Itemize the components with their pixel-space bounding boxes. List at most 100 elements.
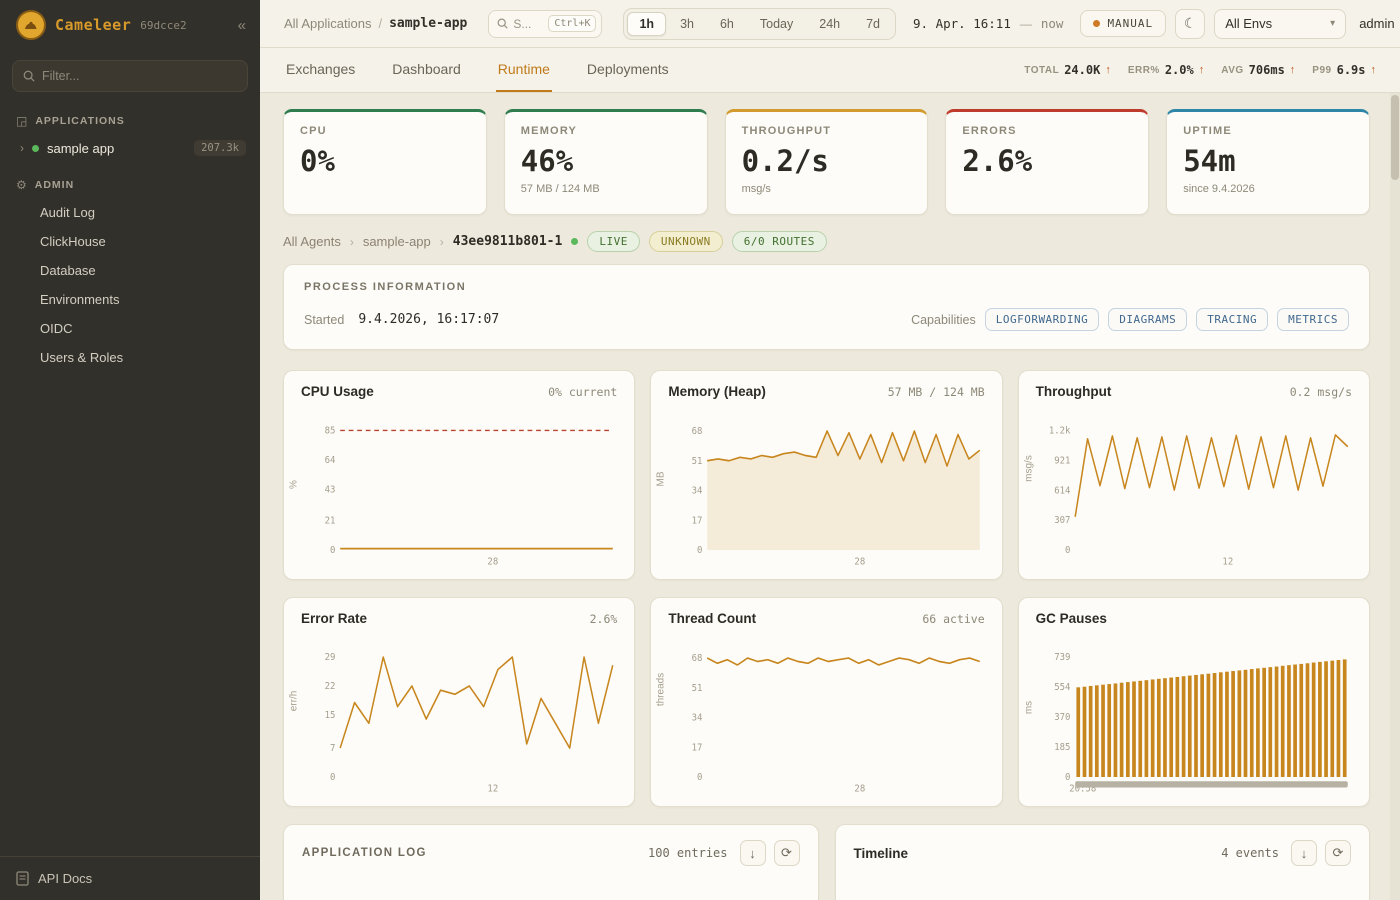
- breadcrumb-all-applications[interactable]: All Applications: [284, 16, 372, 31]
- time-range-group: 1h 3h 6h Today 24h 7d: [623, 7, 897, 40]
- breadcrumb: All Applications / sample-app: [284, 16, 467, 31]
- sidebar-item-audit-log[interactable]: Audit Log: [40, 205, 95, 220]
- application-log-panel: APPLICATION LOG 100 entries ↓ ⟳: [283, 824, 819, 900]
- memory-heap-chart: 68 51 34 17 0 28: [692, 426, 981, 568]
- svg-text:554: 554: [1054, 682, 1070, 694]
- time-separator: —: [1019, 16, 1032, 31]
- range-7d[interactable]: 7d: [854, 12, 892, 36]
- svg-text:22: 22: [325, 681, 336, 693]
- refresh-button[interactable]: ⟳: [1325, 840, 1351, 866]
- download-button[interactable]: ↓: [739, 840, 766, 866]
- capability-tracing: TRACING: [1196, 308, 1269, 331]
- build-version: 69dcce2: [140, 18, 187, 32]
- agent-instance-id: 43ee9811b801-1: [452, 234, 563, 249]
- chart-card-error-rate: Error Rate 2.6% err/h 29 22 15 7 0 12: [283, 597, 636, 807]
- svg-text:29: 29: [325, 652, 336, 664]
- arrow-up-icon: ↑: [1289, 64, 1296, 76]
- svg-text:0: 0: [1065, 545, 1071, 557]
- sidebar-filter[interactable]: [12, 60, 248, 92]
- stat-card-row: CPU 0% MEMORY 46% 57 MB / 124 MB THROUGH…: [283, 109, 1370, 215]
- sidebar-item-oidc[interactable]: OIDC: [40, 321, 73, 336]
- svg-text:28: 28: [487, 556, 498, 568]
- badge-unknown: UNKNOWN: [648, 231, 723, 252]
- capabilities-label: Capabilities: [911, 312, 976, 327]
- filter-input[interactable]: [42, 69, 237, 83]
- svg-text:28: 28: [855, 556, 866, 568]
- refresh-button[interactable]: ⟳: [773, 840, 800, 866]
- chart-card-cpu-usage: CPU Usage 0% current % 85 64 43 21 0 28: [283, 370, 636, 580]
- sidebar-item-users-roles[interactable]: Users & Roles: [40, 350, 124, 365]
- timeline-event-count: 4 events: [1221, 846, 1279, 860]
- env-select-value: All Envs: [1225, 16, 1273, 31]
- agent-breadcrumb-row: All Agents › sample-app › 43ee9811b801-1…: [283, 231, 1370, 252]
- tab-exchanges[interactable]: Exchanges: [286, 61, 356, 77]
- badge-live: LIVE: [587, 231, 640, 252]
- cpu-usage-chart: 85 64 43 21 0 28: [325, 425, 613, 568]
- chevron-down-icon: ▾: [1330, 18, 1336, 29]
- agents-link[interactable]: All Agents: [283, 234, 341, 249]
- range-1h[interactable]: 1h: [627, 11, 667, 36]
- sidebar: Cameleer 69dcce2 « ◲ APPLICATIONS › samp…: [0, 0, 260, 900]
- vertical-scrollbar[interactable]: [1390, 93, 1400, 900]
- range-24h[interactable]: 24h: [807, 12, 852, 36]
- content: All Applications / sample-app Ctrl+K 1h …: [260, 0, 1400, 900]
- global-search[interactable]: Ctrl+K: [488, 9, 603, 38]
- gc-pauses-chart: 739 554 370 185 020:58: [1054, 652, 1348, 795]
- refresh-icon: ⟳: [1332, 845, 1344, 860]
- svg-text:1.2k: 1.2k: [1048, 425, 1070, 437]
- time-from[interactable]: 9. Apr. 16:11: [913, 16, 1011, 31]
- time-to[interactable]: now: [1040, 16, 1064, 31]
- stat-total: TOTAL 24.0K ↑: [1024, 63, 1111, 77]
- download-icon: ↓: [1300, 845, 1308, 861]
- tab-dashboard[interactable]: Dashboard: [392, 61, 461, 77]
- started-label: Started: [304, 312, 345, 327]
- log-entry-count: 100 entries: [648, 846, 728, 860]
- svg-text:12: 12: [487, 783, 498, 795]
- timeline-title: Timeline: [853, 845, 909, 861]
- stat-p99: P99 6.9s ↑: [1312, 63, 1376, 77]
- arrow-up-icon: ↑: [1370, 64, 1377, 76]
- search-input[interactable]: [513, 16, 544, 31]
- badge-routes: 6/0 ROUTES: [731, 231, 827, 252]
- chevron-right-icon: ›: [439, 234, 444, 249]
- agent-app-link[interactable]: sample-app: [362, 234, 431, 249]
- tabbar: Exchanges Dashboard Runtime Deployments …: [260, 48, 1400, 93]
- sidebar-collapse-icon[interactable]: «: [237, 16, 246, 34]
- search-icon: [497, 18, 509, 29]
- chevron-right-icon: ›: [349, 234, 354, 249]
- manual-refresh-button[interactable]: MANUAL: [1080, 10, 1167, 37]
- svg-text:51: 51: [692, 455, 703, 467]
- range-3h[interactable]: 3h: [668, 12, 706, 36]
- tab-deployments[interactable]: Deployments: [586, 61, 669, 77]
- sidebar-item-environments[interactable]: Environments: [40, 292, 120, 307]
- tab-runtime[interactable]: Runtime: [495, 48, 552, 92]
- scrollbar-thumb[interactable]: [1391, 95, 1399, 180]
- arrow-up-icon: ↑: [1198, 64, 1205, 76]
- section-admin: ⚙ ADMIN: [16, 178, 244, 192]
- sidebar-item-database[interactable]: Database: [40, 263, 96, 278]
- range-6h[interactable]: 6h: [708, 12, 746, 36]
- range-today[interactable]: Today: [748, 12, 805, 36]
- user-menu[interactable]: admin: [1359, 16, 1395, 31]
- svg-text:614: 614: [1054, 485, 1070, 497]
- svg-text:0: 0: [330, 545, 336, 557]
- env-select[interactable]: All Envs ▾: [1214, 8, 1347, 39]
- sidebar-item-sample-app[interactable]: › sample app 207.3k: [0, 134, 260, 162]
- stat-card-throughput: THROUGHPUT 0.2/s msg/s: [724, 109, 929, 215]
- app-message-count: 207.3k: [194, 140, 246, 156]
- chevron-right-icon[interactable]: ›: [20, 141, 24, 155]
- applications-icon: ◲: [16, 114, 29, 128]
- svg-text:85: 85: [325, 425, 336, 437]
- svg-text:739: 739: [1054, 652, 1070, 664]
- svg-text:15: 15: [325, 710, 336, 722]
- app-logo: [16, 10, 46, 40]
- dark-mode-toggle[interactable]: ☾: [1175, 8, 1206, 39]
- capability-metrics: METRICS: [1277, 308, 1349, 331]
- error-rate-chart: 29 22 15 7 0 12: [325, 652, 614, 795]
- capability-logforwarding: LOGFORWARDING: [984, 308, 1100, 331]
- sidebar-item-clickhouse[interactable]: ClickHouse: [40, 234, 106, 249]
- api-docs-label: API Docs: [38, 871, 93, 886]
- download-button[interactable]: ↓: [1291, 840, 1317, 866]
- api-docs-link[interactable]: API Docs: [0, 856, 260, 900]
